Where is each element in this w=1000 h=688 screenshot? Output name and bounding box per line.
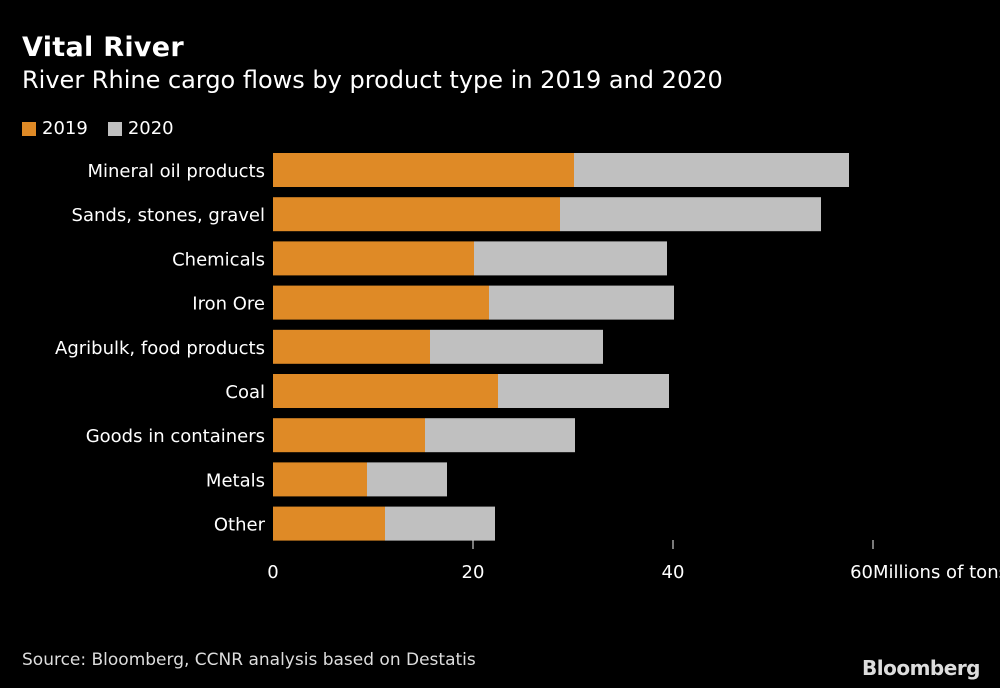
bar-2019 bbox=[273, 329, 430, 364]
category-label: Other bbox=[214, 515, 266, 536]
bar-2019 bbox=[273, 462, 367, 497]
chart-subtitle: River Rhine cargo flows by product type … bbox=[22, 66, 723, 94]
bar-2020 bbox=[474, 241, 667, 276]
legend: 2019 2020 bbox=[22, 118, 174, 139]
chart-title: Vital River bbox=[22, 32, 185, 63]
x-tick-label: 40 bbox=[662, 562, 685, 583]
bar-2020 bbox=[560, 197, 821, 232]
category-label: Agribulk, food products bbox=[55, 338, 265, 359]
x-tick-label: 0 bbox=[267, 562, 278, 583]
bar-2019 bbox=[273, 153, 574, 187]
category-label: Goods in containers bbox=[86, 426, 265, 447]
bar-2019 bbox=[273, 418, 425, 453]
bar-2019 bbox=[273, 374, 498, 408]
bloomberg-logo: Bloomberg bbox=[862, 656, 980, 680]
bar-2020 bbox=[489, 285, 674, 320]
x-tick-label: 60 bbox=[850, 562, 873, 583]
legend-swatch-2020 bbox=[107, 121, 122, 136]
category-label: Coal bbox=[225, 382, 265, 403]
bar-2020 bbox=[367, 462, 447, 497]
category-label: Chemicals bbox=[172, 249, 265, 270]
bar-2020 bbox=[430, 329, 603, 364]
category-label: Sands, stones, gravel bbox=[72, 205, 265, 226]
bar-2019 bbox=[273, 506, 385, 541]
category-label: Mineral oil products bbox=[87, 161, 265, 182]
bar-2019 bbox=[273, 197, 560, 232]
category-label: Metals bbox=[206, 470, 265, 491]
bar-2019 bbox=[273, 241, 474, 276]
legend-label-2020: 2020 bbox=[127, 118, 174, 139]
bar-2020 bbox=[498, 374, 669, 408]
x-axis-label: Millions of tons (annual) bbox=[873, 562, 1000, 583]
source-note: Source: Bloomberg, CCNR analysis based o… bbox=[22, 650, 476, 670]
category-label: Iron Ore bbox=[192, 294, 265, 315]
legend-swatch-2019 bbox=[22, 121, 36, 136]
x-tick-label: 20 bbox=[462, 562, 485, 583]
bar-2020 bbox=[385, 506, 495, 541]
bar-2020 bbox=[574, 153, 849, 187]
bar-2019 bbox=[273, 285, 489, 320]
bar-2020 bbox=[425, 418, 575, 453]
legend-label-2019: 2019 bbox=[42, 118, 88, 139]
